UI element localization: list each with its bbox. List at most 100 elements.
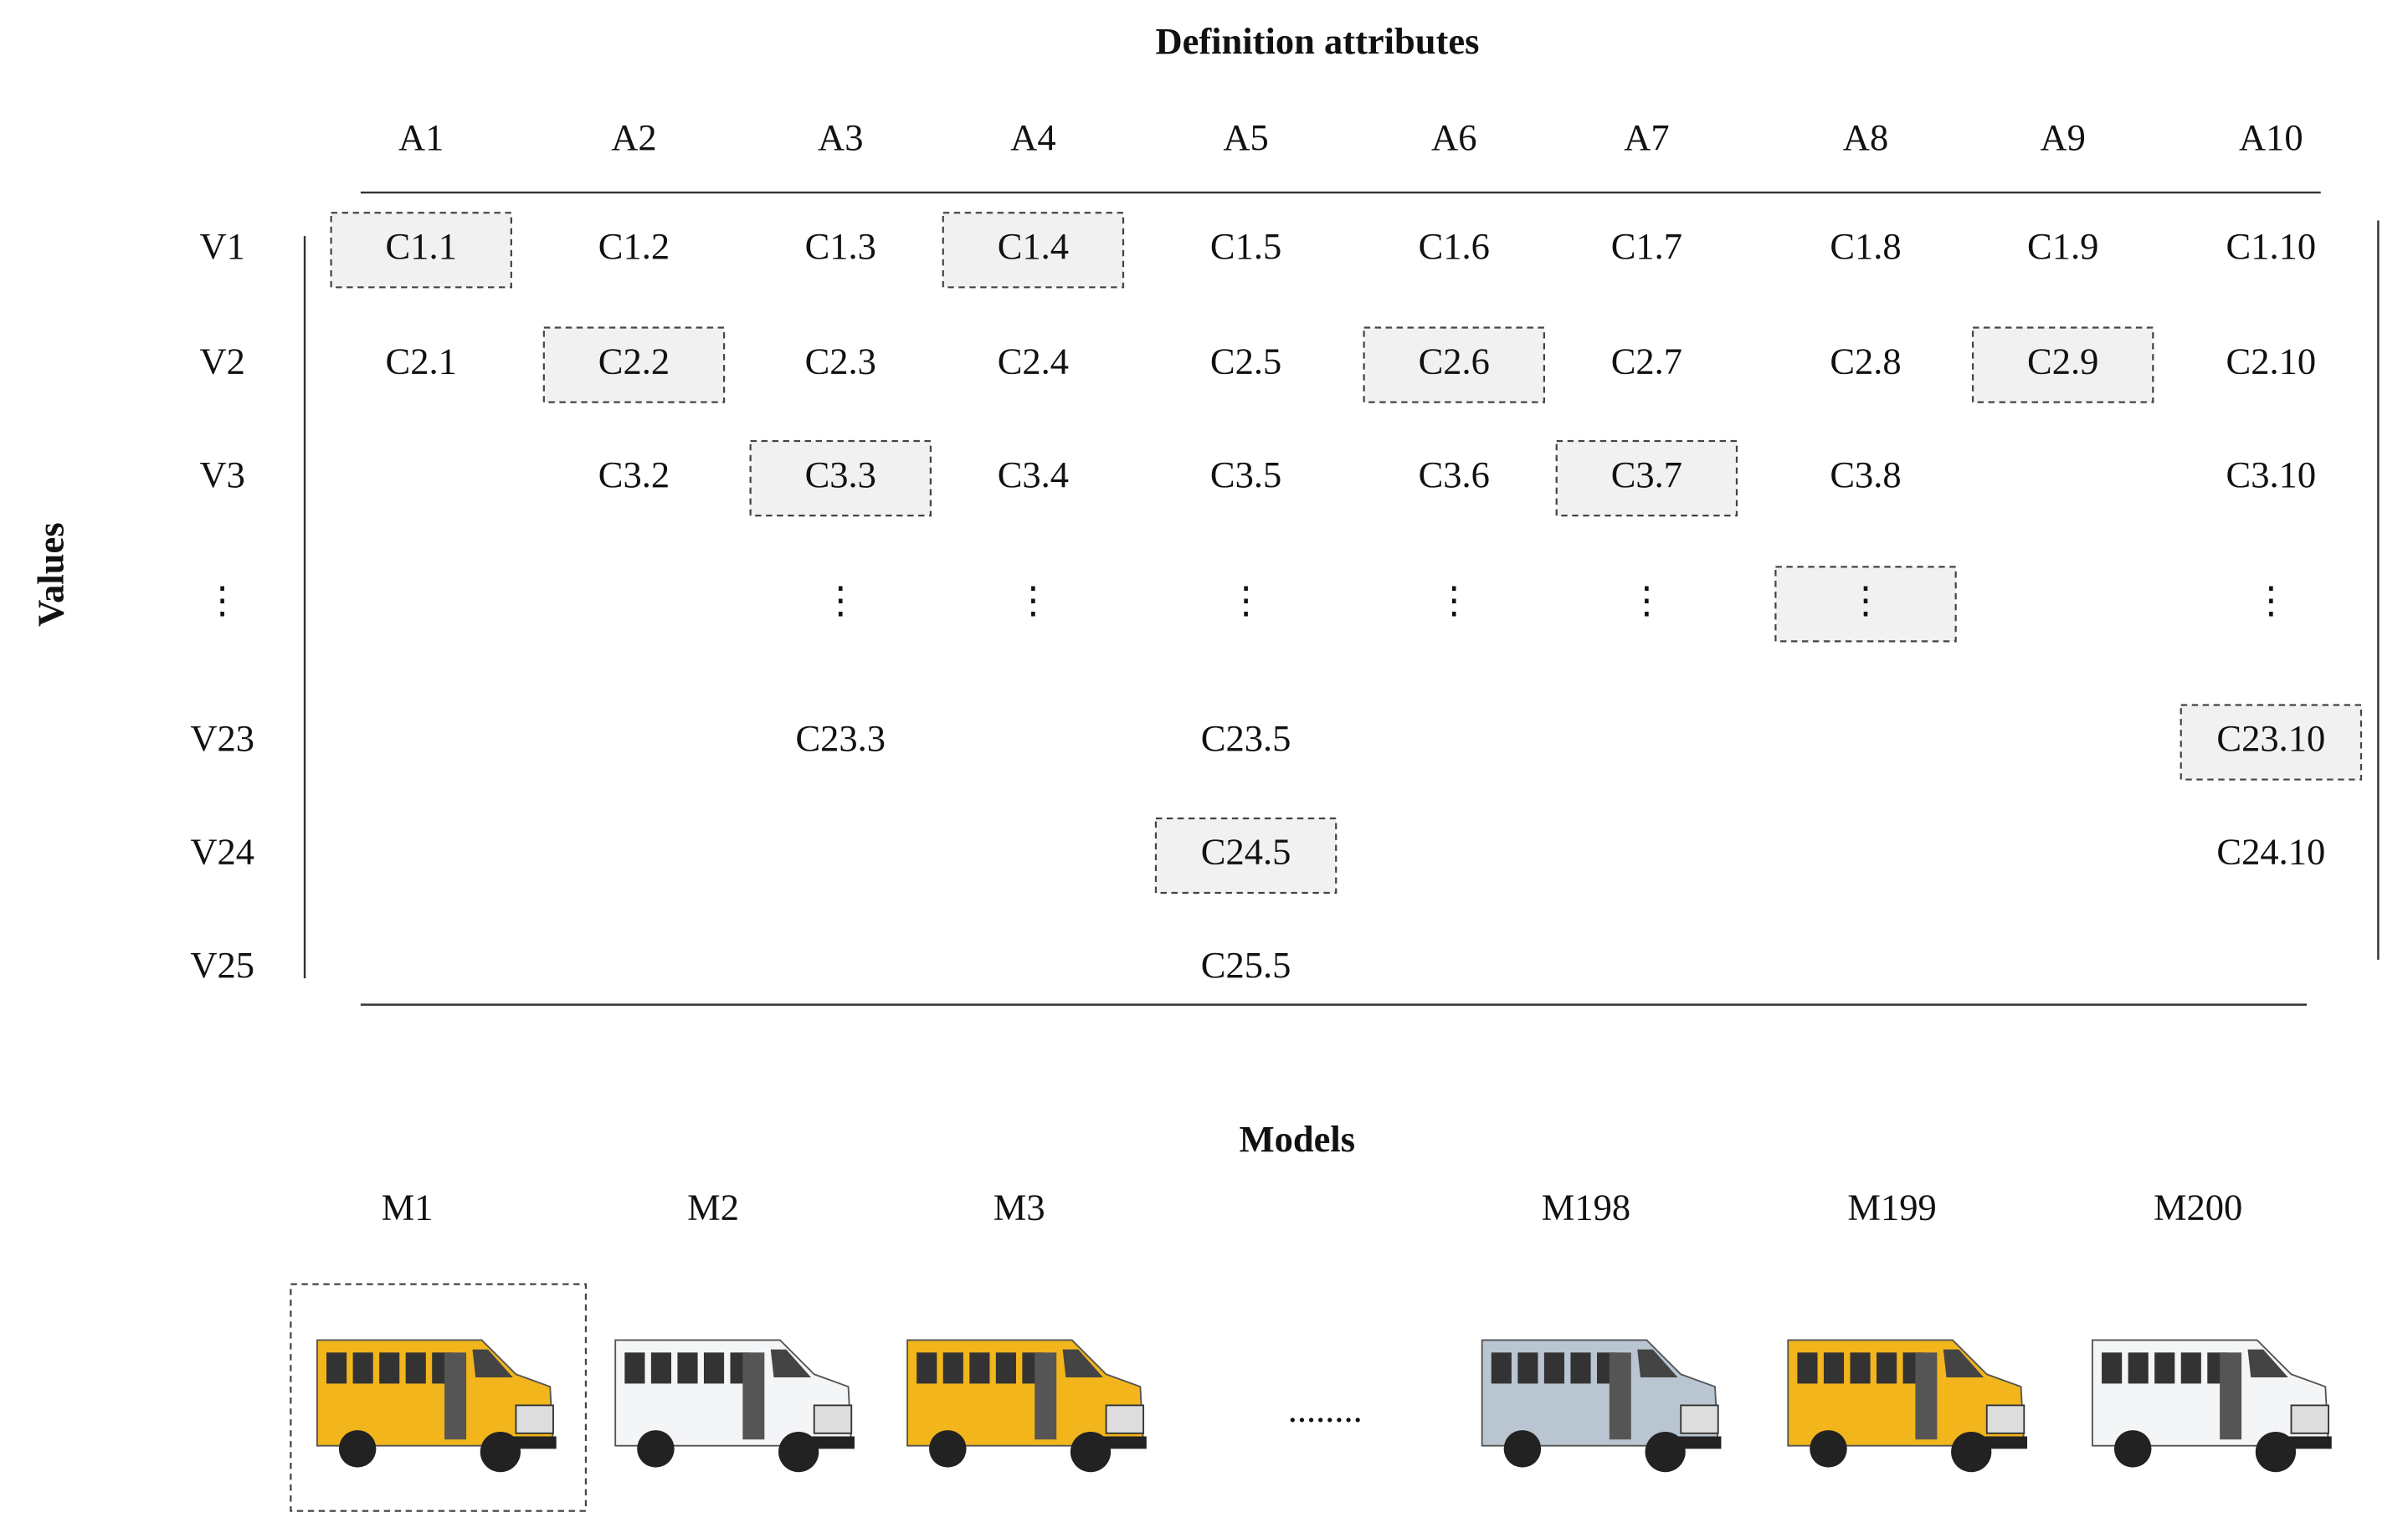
- selected-cell-box: [1363, 326, 1546, 403]
- bus-wheel: [2113, 1430, 2152, 1468]
- cell: C24.10: [2216, 831, 2325, 873]
- cell: C1.1: [386, 225, 457, 267]
- cell: ⋮: [1847, 579, 1885, 621]
- bus-door: [742, 1352, 765, 1440]
- bus-window: [1850, 1352, 1871, 1384]
- selected-cell-box: [749, 439, 932, 517]
- row-label: V2: [200, 340, 245, 382]
- selected-cell-box: [542, 326, 726, 403]
- cell: C1.4: [998, 225, 1069, 267]
- cell: C2.7: [1611, 340, 1682, 382]
- selected-cell-box: [1154, 817, 1337, 895]
- bus-window: [2128, 1352, 2149, 1384]
- column-header: A10: [2239, 116, 2303, 158]
- cell: C1.6: [1419, 225, 1490, 267]
- bus-grille: [515, 1404, 554, 1434]
- bus-windshield: [1943, 1349, 1984, 1377]
- bus-wheel: [1810, 1430, 1847, 1468]
- cell: ⋮: [1227, 579, 1265, 621]
- bus-image: [614, 1339, 855, 1473]
- cell: C2.6: [1419, 340, 1490, 382]
- cell: C2.10: [2226, 340, 2317, 382]
- model-label: M199: [1847, 1187, 1936, 1228]
- column-header: A1: [398, 116, 444, 158]
- cell: C3.6: [1419, 454, 1490, 495]
- bus-bumper: [1674, 1436, 1722, 1449]
- bus-wheel: [1070, 1431, 1112, 1473]
- column-header: A7: [1624, 116, 1669, 158]
- cell: ⋮: [822, 579, 860, 621]
- row-label: V1: [200, 225, 245, 267]
- bus-door: [1035, 1352, 1057, 1440]
- bus-image: [906, 1339, 1147, 1473]
- column-header: A6: [1431, 116, 1476, 158]
- bus-door: [1915, 1352, 1938, 1440]
- cell: C2.1: [386, 340, 457, 382]
- bus-wheel: [929, 1430, 967, 1468]
- cell: C1.7: [1611, 225, 1682, 267]
- bus-wheel: [637, 1430, 675, 1468]
- models-ellipsis: ........: [1288, 1388, 1363, 1430]
- cell: C3.8: [1830, 454, 1901, 495]
- model-label: M200: [2154, 1187, 2242, 1228]
- bus-window: [405, 1352, 426, 1384]
- selected-cell-box: [1971, 326, 2154, 403]
- column-header: A8: [1843, 116, 1888, 158]
- bus-grille: [1680, 1404, 1719, 1434]
- row-label: V24: [190, 831, 254, 873]
- cell: C1.8: [1830, 225, 1901, 267]
- bus-bumper: [510, 1436, 557, 1449]
- bus-image: [316, 1339, 557, 1473]
- cell: C2.8: [1830, 340, 1901, 382]
- bus-bumper: [808, 1436, 855, 1449]
- bus-image: [1787, 1339, 2028, 1473]
- cell: ⋮: [1014, 579, 1052, 621]
- bus-window: [703, 1352, 725, 1384]
- bus-bumper: [1100, 1436, 1147, 1449]
- bus-grille: [1105, 1404, 1145, 1434]
- row-label: ⋮: [203, 579, 241, 621]
- bus-window: [1797, 1352, 1818, 1384]
- cell: C1.2: [598, 225, 670, 267]
- cell: C3.10: [2226, 454, 2317, 495]
- bus-windshield: [1062, 1349, 1103, 1377]
- bus-window: [2180, 1352, 2201, 1384]
- cell: C24.5: [1201, 831, 1291, 873]
- cell: C2.5: [1210, 340, 1281, 382]
- bus-window: [1543, 1352, 1565, 1384]
- bus-windshield: [770, 1349, 812, 1377]
- column-header: A4: [1010, 116, 1055, 158]
- bus-door: [1609, 1352, 1631, 1440]
- bus-window: [650, 1352, 671, 1384]
- selected-cell-box: [1774, 566, 1957, 643]
- cell: C23.5: [1201, 717, 1291, 759]
- bus-wheel: [2255, 1431, 2297, 1473]
- cell: C2.3: [805, 340, 876, 382]
- model-label: M3: [993, 1187, 1045, 1228]
- cell: C1.3: [805, 225, 876, 267]
- bus-wheel: [778, 1431, 819, 1473]
- model-label: M198: [1542, 1187, 1630, 1228]
- bus-image: [1481, 1339, 1722, 1473]
- bus-windshield: [472, 1349, 513, 1377]
- bus-grille: [1985, 1404, 2025, 1434]
- y-axis-label: Values: [30, 522, 72, 627]
- bus-bumper: [1980, 1436, 2028, 1449]
- bus-wheel: [1951, 1431, 1992, 1473]
- cell: C1.10: [2226, 225, 2317, 267]
- bus-grille: [2290, 1404, 2329, 1434]
- selected-model-box: [290, 1283, 588, 1512]
- bus-image: [2092, 1339, 2332, 1473]
- bus-window: [624, 1352, 645, 1384]
- bus-window: [1877, 1352, 1897, 1384]
- bus-window: [2154, 1352, 2175, 1384]
- bus-window: [677, 1352, 698, 1384]
- bus-window: [942, 1352, 963, 1384]
- cell: C23.3: [795, 717, 886, 759]
- bus-windshield: [1637, 1349, 1678, 1377]
- cell: C3.5: [1210, 454, 1281, 495]
- bus-window: [1517, 1352, 1538, 1384]
- cell: ⋮: [1628, 579, 1666, 621]
- bus-wheel: [1645, 1431, 1686, 1473]
